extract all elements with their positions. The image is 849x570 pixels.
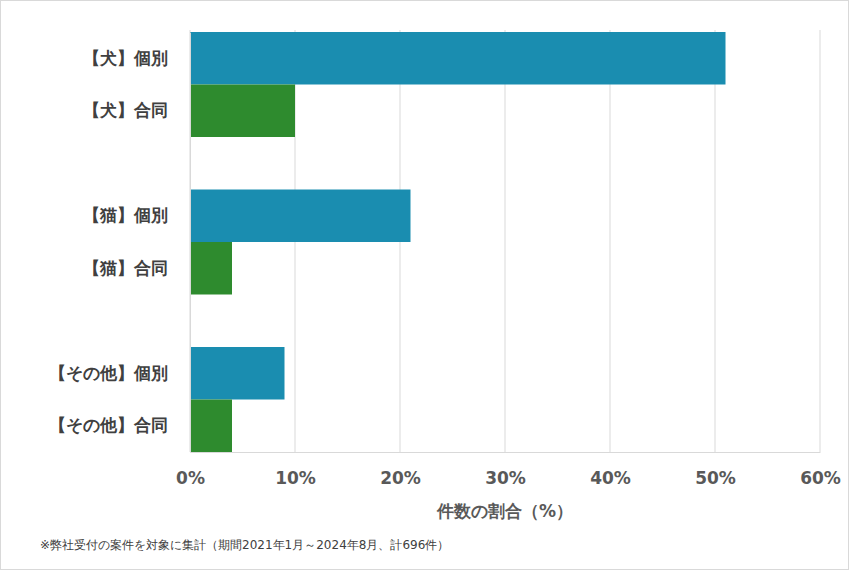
bar [190,190,411,243]
x-tick-label: 50% [695,468,736,488]
x-tick-label: 40% [590,468,631,488]
y-axis-line [190,33,191,453]
y-tick: 【その他】個別 [49,363,190,383]
bar [190,347,285,400]
category-label: 【猫】個別 [83,205,168,225]
x-tick-label: 60% [800,468,841,488]
grid-line [505,30,506,452]
x-tick-label: 20% [380,468,421,488]
chart: 0% 10% 20% 30% 40% 50% 60% 【犬】個別【犬】合同【猫】個別【猫】合同… [0,0,849,570]
grid-line [715,30,716,452]
x-axis: 0% 10% 20% 30% 40% 50% 60% [176,452,841,488]
x-tick-label: 30% [485,468,526,488]
bar [190,242,232,295]
y-tick: 【猫】合同 [83,258,190,278]
x-axis-title: 件数の割合（%） [436,501,573,521]
category-label: 【猫】合同 [83,258,168,278]
bar [190,85,295,138]
y-tick: 【その他】合同 [49,415,190,435]
y-tick: 【猫】個別 [83,205,190,225]
x-axis-line [191,452,821,453]
x-tick: 50% [695,452,736,488]
category-label: 【その他】合同 [49,415,168,435]
footnote: ※弊社受付の案件を対象に集計（期間2021年1月～2024年8月、計696件） [40,538,449,552]
x-tick: 10% [275,452,316,488]
bar [190,32,726,85]
x-tick-label: 10% [275,468,316,488]
y-tick: 【犬】合同 [83,100,190,120]
category-label: 【犬】合同 [83,100,168,120]
category-label: 【その他】個別 [49,363,168,383]
y-axis: 【犬】個別【犬】合同【猫】個別【猫】合同【その他】個別【その他】合同 [49,33,191,453]
bars [190,32,726,452]
x-tick: 30% [485,452,526,488]
x-tick: 40% [590,452,631,488]
y-tick: 【犬】個別 [83,48,190,68]
bar [190,400,232,453]
x-tick-label: 0% [176,468,205,488]
grid-line [190,30,191,452]
grid-line [820,30,821,452]
category-label: 【犬】個別 [83,48,168,68]
grid [190,30,820,452]
x-tick: 60% [800,452,841,488]
x-tick: 0% [176,452,205,488]
background [1,1,849,570]
grid-line [610,30,611,452]
x-tick: 20% [380,452,421,488]
